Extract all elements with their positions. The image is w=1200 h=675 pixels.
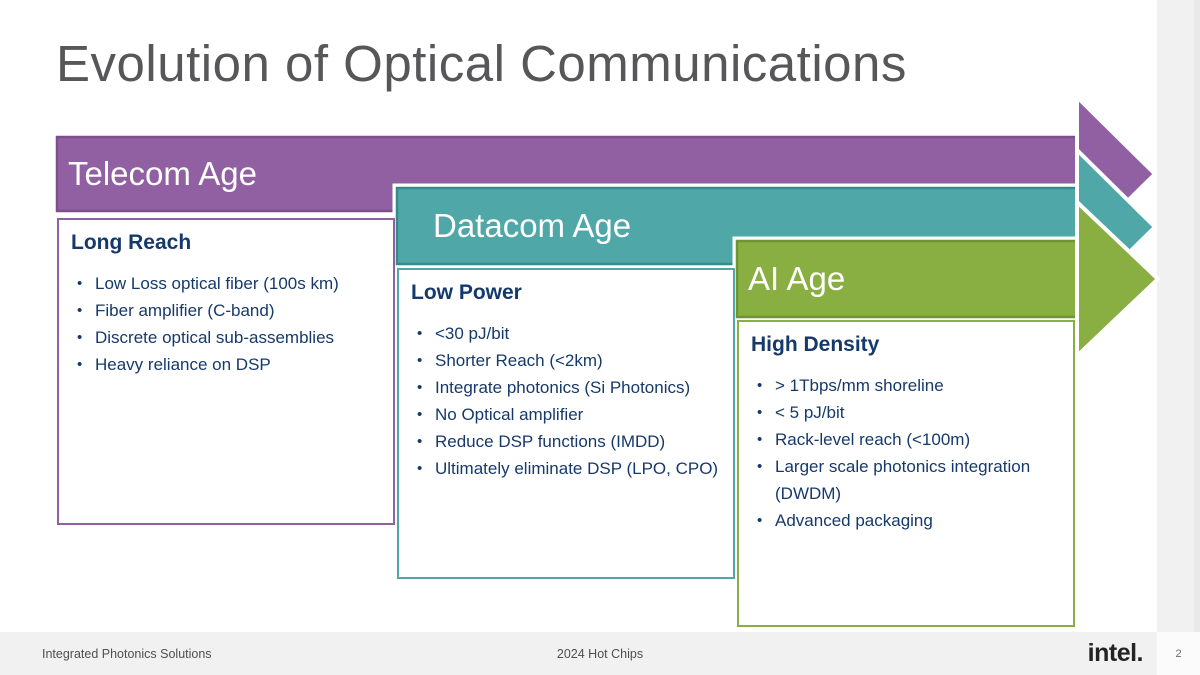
ai-age-banner-label: AI Age [748, 260, 846, 297]
footer-left-text: Integrated Photonics Solutions [42, 646, 212, 661]
footer-center-text: 2024 Hot Chips [556, 646, 644, 661]
bullet-item: Shorter Reach (<2km) [415, 347, 723, 374]
long-reach-box: Long Reach Low Loss optical fiber (100s … [57, 218, 395, 525]
bullet-item: No Optical amplifier [415, 401, 723, 428]
bullet-item: Low Loss optical fiber (100s km) [75, 270, 383, 297]
page-number: 2 [1157, 632, 1200, 675]
slide-footer: Integrated Photonics Solutions 2024 Hot … [0, 632, 1157, 675]
bullet-item: Reduce DSP functions (IMDD) [415, 428, 723, 455]
long-reach-heading: Long Reach [71, 231, 192, 254]
high-density-bullet-list: > 1Tbps/mm shoreline< 5 pJ/bitRack-level… [749, 372, 1063, 534]
bullet-item: <30 pJ/bit [415, 320, 723, 347]
bullet-item: > 1Tbps/mm shoreline [755, 372, 1063, 399]
bullet-item: < 5 pJ/bit [755, 399, 1063, 426]
bullet-item: Discrete optical sub-assemblies [75, 324, 383, 351]
presentation-slide: Evolution of Optical Communications Tele… [0, 0, 1157, 675]
intel-logo: intel. [1087, 639, 1144, 667]
ai-arrow [732, 197, 1161, 361]
bullet-item: Ultimately eliminate DSP (LPO, CPO) [415, 455, 723, 482]
datacom-age-banner-label: Datacom Age [433, 207, 632, 244]
ai-banner-bar [737, 241, 1077, 317]
slide-title: Evolution of Optical Communications [56, 35, 907, 92]
bullet-item: Heavy reliance on DSP [75, 351, 383, 378]
long-reach-bullet-list: Low Loss optical fiber (100s km)Fiber am… [69, 270, 383, 378]
high-density-box: High Density > 1Tbps/mm shoreline< 5 pJ/… [737, 320, 1075, 627]
right-gutter [1157, 0, 1200, 675]
bullet-item: Larger scale photonics integration (DWDM… [755, 453, 1063, 507]
high-density-heading: High Density [751, 333, 880, 356]
bullet-item: Fiber amplifier (C-band) [75, 297, 383, 324]
bullet-item: Advanced packaging [755, 507, 1063, 534]
bullet-item: Rack-level reach (<100m) [755, 426, 1063, 453]
bullet-item: Integrate photonics (Si Photonics) [415, 374, 723, 401]
low-power-bullet-list: <30 pJ/bitShorter Reach (<2km)Integrate … [409, 320, 723, 482]
telecom-age-banner-label: Telecom Age [68, 155, 257, 192]
low-power-heading: Low Power [411, 281, 522, 304]
ai-arrowhead [1075, 197, 1161, 361]
low-power-box: Low Power <30 pJ/bitShorter Reach (<2km)… [397, 268, 735, 579]
